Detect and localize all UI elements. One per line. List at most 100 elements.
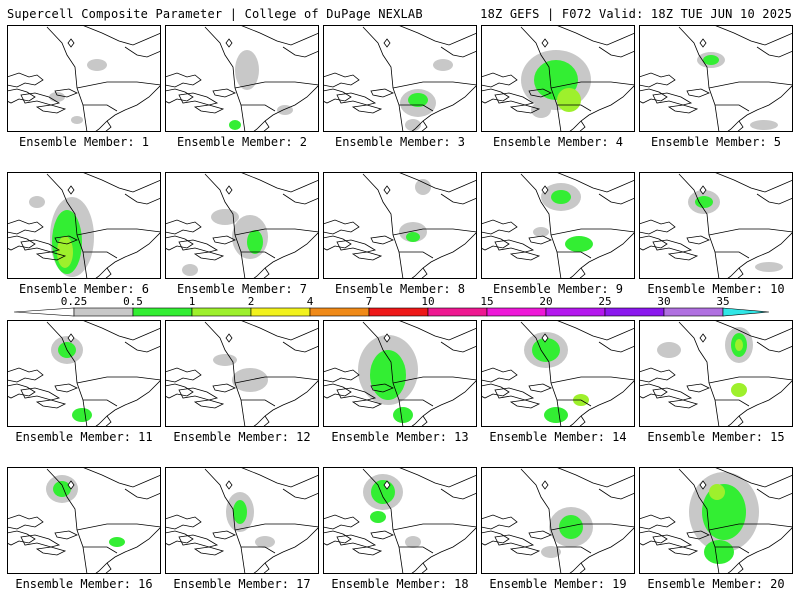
ensemble-member-label: Ensemble Member: 15 [647, 430, 785, 444]
coastline-boundary [323, 235, 352, 251]
scp-contour-area [247, 230, 263, 254]
coastline-boundary [481, 219, 518, 235]
coastline-boundary [678, 173, 710, 236]
scp-contour-area [415, 179, 431, 195]
scp-contour-area [703, 55, 719, 65]
coastline-boundary [193, 104, 225, 114]
panel-frame [165, 467, 319, 574]
station-marker [383, 480, 391, 490]
coastline-boundary [410, 379, 477, 427]
station-marker [225, 480, 233, 490]
coastline-boundary [104, 120, 112, 132]
coastline-boundary [578, 415, 586, 427]
coastline-boundary [568, 84, 635, 132]
coastline-boundary [178, 534, 219, 548]
coastline-boundary [124, 193, 161, 205]
coastline-boundary [726, 84, 793, 132]
coastline-boundary [420, 120, 428, 132]
scp-contour-area [53, 481, 71, 497]
station-marker [383, 185, 391, 195]
coastline-boundary [370, 235, 394, 245]
coastline-boundary [397, 467, 477, 488]
coastline-boundary [578, 120, 586, 132]
colorbar-segment [73, 307, 134, 317]
coastline-boundary [686, 88, 710, 98]
colorbar-segment [132, 307, 193, 317]
scp-contour-area [532, 338, 560, 362]
map-canvas [481, 25, 635, 132]
panel-frame [481, 320, 635, 427]
colorbar-tick-label: 0.5 [123, 296, 143, 308]
coastline-boundary [756, 46, 793, 58]
map-canvas [639, 467, 793, 574]
map-canvas [7, 467, 161, 574]
colorbar-tick-label: 4 [307, 296, 314, 308]
scp-contour-area [393, 407, 413, 423]
coastline-boundary [520, 321, 552, 384]
coastline-boundary [370, 530, 394, 540]
coastline-boundary [362, 173, 394, 236]
colorbar-tick-label: 10 [421, 296, 434, 308]
coastline-boundary [639, 367, 676, 383]
coastline-boundary [193, 251, 225, 261]
coastline-boundary [440, 488, 477, 500]
ensemble-member-map [323, 320, 477, 427]
coastline-boundary [555, 172, 635, 193]
coastline-boundary [239, 320, 319, 341]
coastline-boundary [193, 399, 225, 409]
map-canvas [323, 467, 477, 574]
panel-frame [165, 172, 319, 279]
ensemble-member-label: Ensemble Member: 2 [176, 135, 308, 149]
coastline-boundary [124, 488, 161, 500]
scp-contour-area [731, 383, 747, 397]
scp-contour-area [211, 209, 239, 225]
coastline-boundary [481, 530, 510, 546]
station-marker [699, 185, 707, 195]
coastline-boundary [494, 387, 535, 401]
coastline-boundary [708, 234, 720, 279]
map-canvas [323, 25, 477, 132]
coastline-boundary [481, 235, 510, 251]
coastline-boundary [598, 488, 635, 500]
scp-contour-area [213, 354, 237, 366]
coastline-boundary [555, 320, 635, 341]
scp-contour-area [551, 190, 571, 204]
coastline-boundary [212, 530, 236, 540]
coastline-boundary [178, 387, 219, 401]
coastline-boundary [715, 104, 750, 112]
coastline-boundary [667, 399, 699, 409]
coastline-boundary [323, 383, 352, 399]
coastline-boundary [46, 468, 78, 531]
coastline-boundary [351, 399, 383, 409]
coastline-boundary [212, 235, 236, 245]
ensemble-member-label: Ensemble Member: 4 [492, 135, 624, 149]
coastline-boundary [81, 467, 161, 488]
ensemble-member-map [165, 172, 319, 279]
coastline-boundary [639, 514, 676, 530]
panel-frame [639, 25, 793, 132]
colorbar-tick-label: 20 [539, 296, 552, 308]
map-canvas [639, 172, 793, 279]
coastline-boundary [708, 81, 793, 89]
colorbar-low-arrow [13, 307, 75, 317]
scp-contour-area [406, 232, 420, 242]
ensemble-member-label: Ensemble Member: 1 [18, 135, 150, 149]
coastline-boundary [104, 415, 112, 427]
coastline-boundary [323, 88, 352, 104]
coastline-boundary [420, 415, 428, 427]
coastline-boundary [7, 72, 44, 88]
coastline-boundary [7, 88, 36, 104]
scp-contour-area [657, 342, 681, 358]
coastline-boundary [323, 367, 360, 383]
station-marker [699, 38, 707, 48]
colorbar-tick-label: 35 [716, 296, 729, 308]
ensemble-member-label: Ensemble Member: 5 [650, 135, 782, 149]
coastline-boundary [323, 514, 360, 530]
coastline-boundary [686, 235, 710, 245]
coastline-boundary [399, 104, 434, 112]
coastline-boundary [239, 172, 319, 193]
coastline-boundary [46, 26, 78, 89]
coastline-boundary [652, 92, 693, 106]
coastline-boundary [262, 267, 270, 279]
ensemble-member-map [7, 172, 161, 279]
